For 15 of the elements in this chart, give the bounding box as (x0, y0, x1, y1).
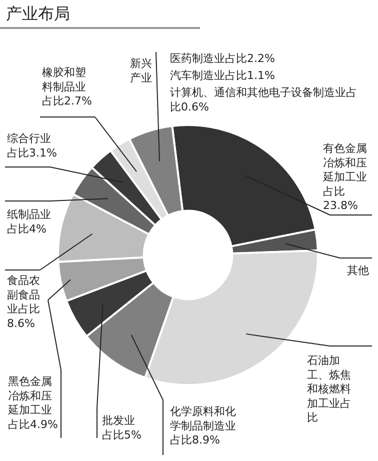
slice-label: 新兴产业 (130, 57, 152, 84)
text: 医药制造业占比2.2% (170, 52, 275, 65)
slice-label: 食品农副食品业占比8.6% (7, 274, 40, 330)
slice-label: 有色金属冶炼和压延加工业占比23.8% (322, 142, 367, 212)
slice-label: 石油加工、炼焦和核燃料加工业占比 (307, 354, 351, 424)
slice-label: 纸制品业占比4% (7, 208, 51, 236)
slice-label: 化学原料和化学制品制造业占比8.9% (170, 405, 236, 447)
slice-label: 其他 (347, 264, 369, 277)
text: 汽车制造业占比1.1% (170, 69, 275, 82)
slice-label: 综合行业占比3.1% (7, 132, 57, 160)
slice-label: 橡胶和塑料制品业占比2.7% (42, 66, 92, 108)
slice-label: 批发业占比5% (102, 414, 142, 442)
slice-label: 黑色金属冶炼和压延加工业占比4.9% (7, 375, 58, 431)
chart-title: 产业布局 (6, 4, 70, 23)
text: 计算机、通信和其他电子设备制造业占比0.6% (170, 86, 357, 114)
